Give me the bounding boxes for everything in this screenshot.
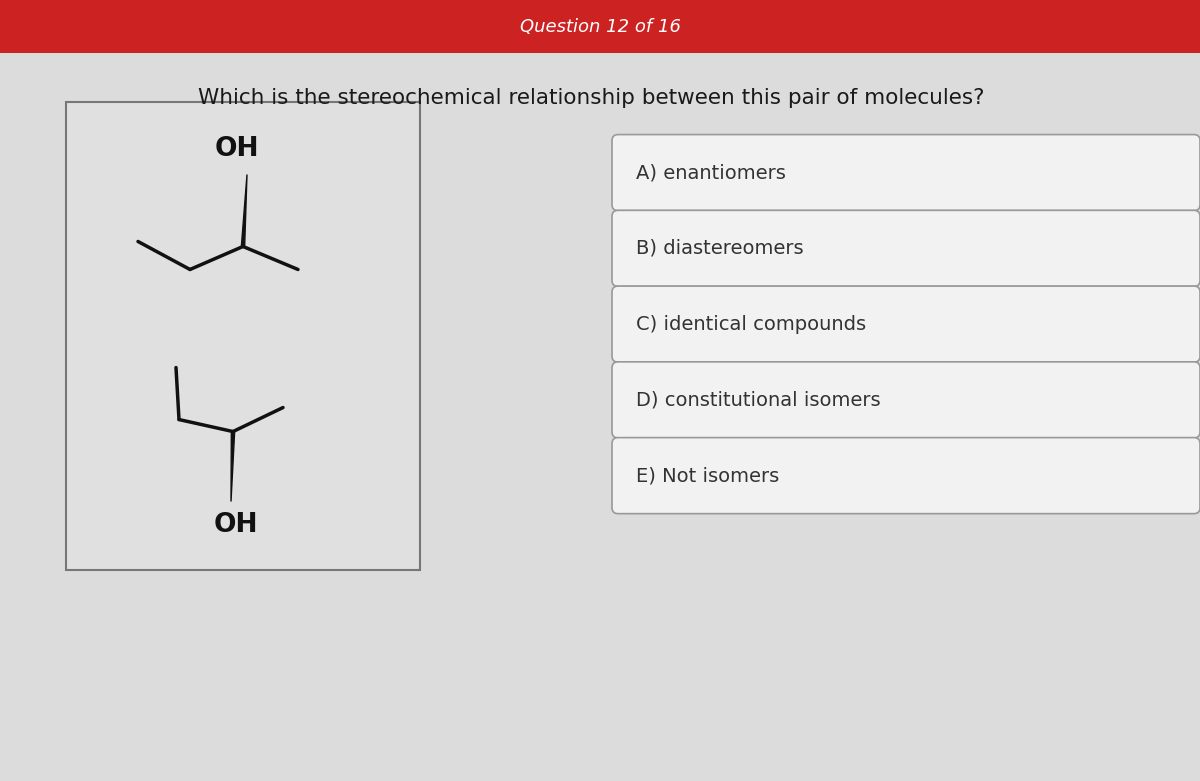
- FancyBboxPatch shape: [612, 437, 1200, 514]
- Text: A) enantiomers: A) enantiomers: [636, 163, 786, 182]
- FancyBboxPatch shape: [612, 286, 1200, 362]
- FancyBboxPatch shape: [612, 134, 1200, 211]
- FancyBboxPatch shape: [612, 362, 1200, 438]
- Text: OH: OH: [215, 137, 259, 162]
- Text: B) diastereomers: B) diastereomers: [636, 239, 804, 258]
- FancyBboxPatch shape: [612, 210, 1200, 287]
- Text: D) constitutional isomers: D) constitutional isomers: [636, 390, 881, 409]
- Text: OH: OH: [214, 512, 258, 537]
- Polygon shape: [230, 432, 235, 501]
- Text: E) Not isomers: E) Not isomers: [636, 466, 779, 485]
- Text: Question 12 of 16: Question 12 of 16: [520, 17, 680, 36]
- Bar: [66, 102, 420, 570]
- Bar: [0, 0, 1200, 53]
- Text: C) identical compounds: C) identical compounds: [636, 315, 866, 333]
- Polygon shape: [241, 174, 247, 247]
- Text: Which is the stereochemical relationship between this pair of molecules?: Which is the stereochemical relationship…: [198, 87, 984, 108]
